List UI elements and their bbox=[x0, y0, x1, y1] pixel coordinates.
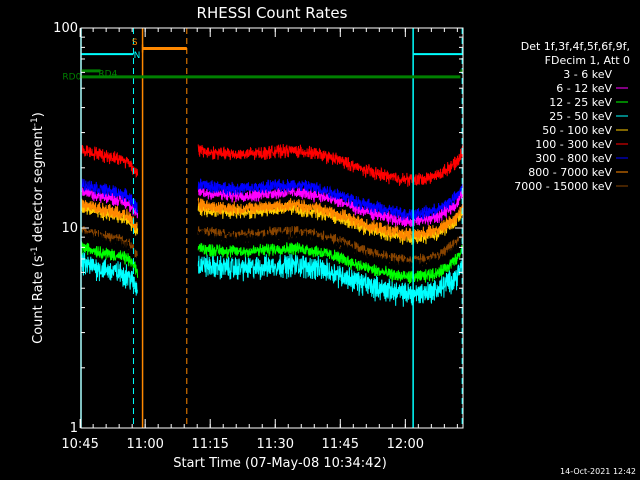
legend-entry-label: 12 - 25 keV bbox=[549, 96, 612, 109]
y-tick-label: 100 bbox=[53, 21, 78, 36]
legend-entry-label: 300 - 800 keV bbox=[535, 152, 612, 165]
x-tick-label: 11:15 bbox=[191, 437, 228, 452]
flag-label-rd4: RD4 bbox=[98, 69, 117, 79]
legend-entry-label: 25 - 50 keV bbox=[549, 110, 612, 123]
y-tick-label: 10 bbox=[61, 221, 78, 236]
legend-entry-label: 3 - 6 keV bbox=[563, 68, 612, 81]
legend-entry-label: 100 - 300 keV bbox=[535, 138, 612, 151]
y-axis-label-sup: -1 bbox=[30, 246, 40, 255]
flag-label-s: S bbox=[132, 38, 138, 48]
legend: Det 1f,3f,4f,5f,6f,9f, FDecim 1, Att 0 3… bbox=[514, 40, 630, 193]
series-line-3-6kev bbox=[80, 229, 464, 273]
y-axis-label: Count Rate (s-1 detector segment-1) bbox=[30, 112, 46, 344]
axis-layer: 1 10 100 10:45 11:00 11:15 11:30 11:45 12:00 bbox=[53, 21, 463, 452]
y-axis-label-part: Count Rate (s bbox=[31, 255, 46, 344]
x-tick-label: 12:00 bbox=[387, 437, 424, 452]
footer-timestamp: 14-Oct-2021 12:42 bbox=[560, 467, 636, 476]
x-tick-label: 11:45 bbox=[322, 437, 359, 452]
series-line-25-50kev bbox=[80, 251, 464, 307]
x-tick-label: 11:30 bbox=[257, 437, 294, 452]
legend-entry-label: 800 - 7000 keV bbox=[528, 166, 612, 179]
series-line-6-12kev bbox=[80, 185, 464, 228]
series-line-300-800kev bbox=[80, 178, 464, 221]
chart-title: RHESSI Count Rates bbox=[197, 4, 348, 22]
legend-entry-label: 50 - 100 keV bbox=[542, 124, 612, 137]
legend-header-line-1: Det 1f,3f,4f,5f,6f,9f, bbox=[521, 40, 630, 53]
y-axis-label-part: detector segment bbox=[31, 126, 46, 246]
series-line-800-7000kev bbox=[80, 197, 464, 242]
y-axis-label-part: ) bbox=[31, 112, 46, 117]
flag-layer: RD0 RD4 SN bbox=[62, 38, 463, 82]
legend-header-line-2: FDecim 1, Att 0 bbox=[545, 54, 630, 67]
x-tick-label: 11:00 bbox=[126, 437, 163, 452]
series-line-12-25kev bbox=[80, 241, 464, 284]
x-tick-label: 10:45 bbox=[61, 437, 98, 452]
x-axis-label: Start Time (07-May-08 10:34:42) bbox=[173, 456, 387, 471]
y-axis-label-sup: -1 bbox=[30, 117, 40, 126]
legend-entry-label: 6 - 12 keV bbox=[556, 82, 612, 95]
legend-entry-label: 7000 - 15000 keV bbox=[514, 180, 612, 193]
series-line-100-300kev bbox=[80, 143, 464, 187]
y-tick-label: 1 bbox=[70, 421, 78, 436]
series-layer bbox=[80, 143, 464, 307]
flag-label-n: N bbox=[134, 51, 141, 61]
flag-label-rd0: RD0 bbox=[62, 72, 81, 82]
